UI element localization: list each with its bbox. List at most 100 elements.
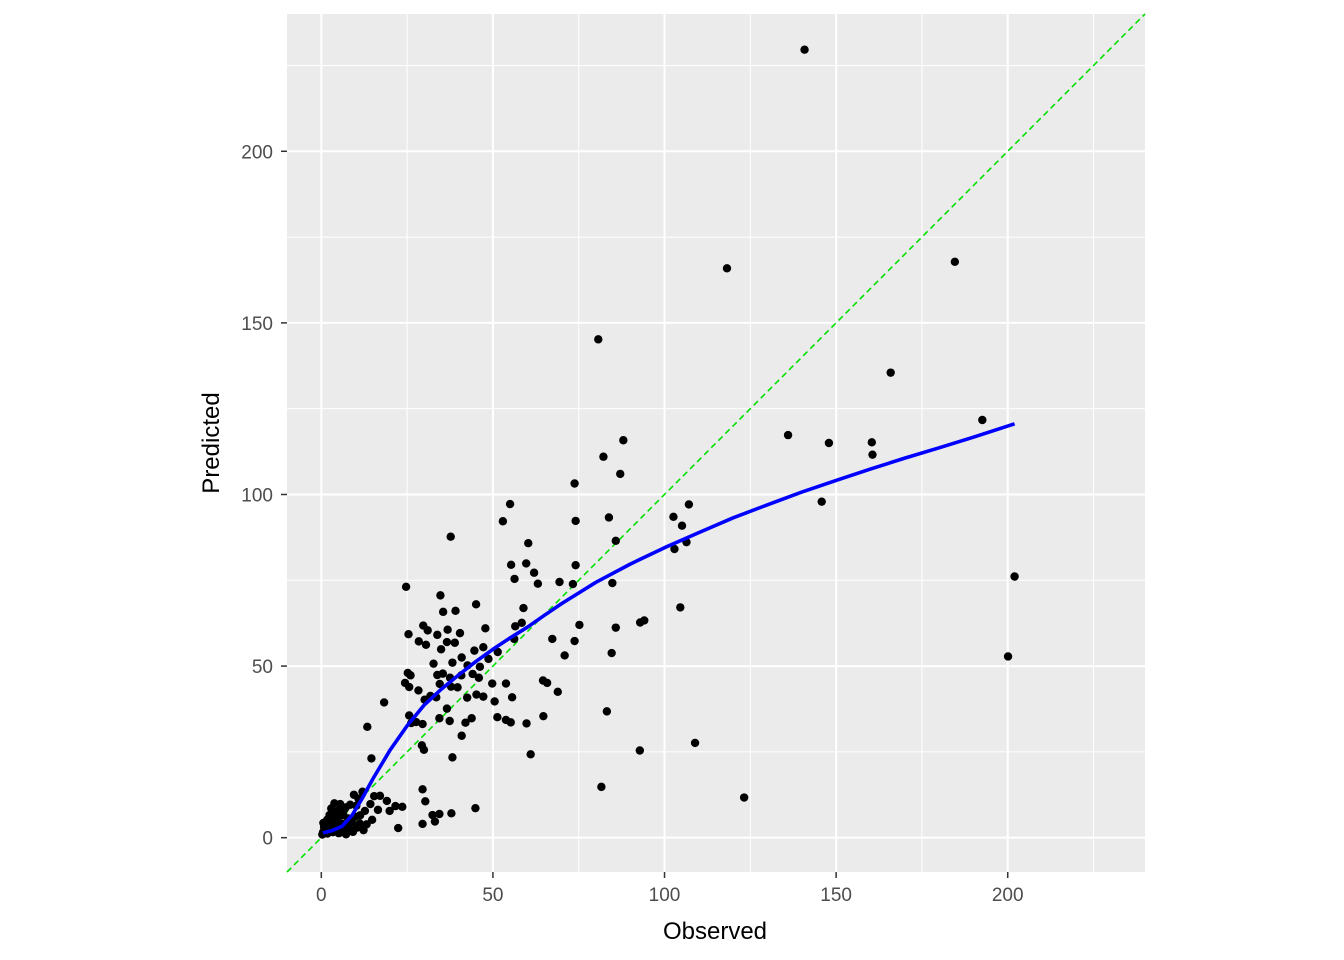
data-point: [542, 678, 552, 688]
data-point: [817, 497, 826, 506]
data-point: [472, 690, 481, 699]
data-point: [418, 819, 427, 829]
data-point: [597, 782, 606, 792]
data-point: [511, 622, 520, 631]
smooth-trend-line: [322, 422, 1016, 835]
data-point: [868, 450, 877, 459]
data-point: [421, 640, 431, 650]
data-point: [539, 711, 548, 721]
data-point: [722, 264, 732, 273]
data-point: [418, 719, 427, 729]
data-point: [470, 646, 479, 655]
data-point: [326, 814, 335, 824]
data-point: [479, 643, 488, 652]
data-point: [419, 745, 429, 755]
y-tick-label: 150: [241, 314, 273, 335]
data-point: [560, 651, 569, 660]
data-point: [553, 687, 562, 697]
data-point: [526, 750, 535, 759]
data-point: [471, 803, 480, 813]
data-point: [493, 647, 502, 657]
data-point: [800, 45, 809, 54]
y-tick-label: 50: [252, 657, 273, 678]
data-point: [570, 636, 579, 646]
data-point: [481, 624, 490, 633]
data-point: [398, 802, 407, 811]
data-point: [319, 818, 328, 828]
data-point: [429, 659, 438, 668]
y-tick-label: 200: [241, 142, 273, 163]
data-point: [448, 753, 457, 762]
data-point: [474, 673, 484, 682]
data-point: [616, 469, 625, 479]
data-point: [604, 513, 614, 522]
data-point: [433, 630, 442, 640]
data-point: [524, 539, 533, 548]
y-axis-ticks: 0 50 100 150 200: [241, 142, 287, 850]
data-point: [436, 591, 445, 600]
data-point: [950, 257, 960, 266]
data-point: [548, 634, 557, 644]
data-point: [594, 335, 603, 344]
y-tick-label: 100: [241, 485, 273, 506]
data-point: [824, 438, 834, 448]
data-point: [430, 817, 440, 826]
data-point: [517, 618, 526, 628]
data-point: [406, 671, 415, 680]
data-point: [611, 536, 620, 546]
data-point: [571, 560, 580, 570]
data-point: [488, 679, 497, 688]
data-point: [435, 714, 444, 723]
data-point: [522, 719, 531, 728]
data-point: [453, 683, 462, 692]
data-point: [529, 568, 539, 577]
data-point: [498, 517, 508, 526]
data-point: [611, 623, 620, 632]
data-point: [435, 679, 444, 689]
data-point: [363, 722, 372, 732]
data-point: [455, 628, 465, 638]
major-gridlines: [287, 14, 1145, 872]
data-point: [1010, 572, 1019, 581]
data-point: [442, 704, 452, 713]
data-point: [575, 620, 584, 630]
data-point: [467, 714, 476, 723]
data-point: [373, 805, 383, 815]
data-point: [479, 692, 488, 701]
data-point: [457, 731, 466, 740]
data-point: [379, 698, 389, 707]
data-point: [471, 600, 481, 609]
data-point: [335, 810, 345, 820]
data-point: [684, 500, 694, 509]
x-tick-label: 200: [992, 885, 1024, 906]
data-point: [505, 499, 515, 509]
data-point: [438, 607, 448, 617]
data-point: [443, 625, 452, 634]
data-point: [522, 559, 531, 568]
data-point: [599, 452, 608, 461]
data-point: [421, 797, 430, 806]
data-point: [436, 645, 446, 654]
data-point: [739, 793, 749, 802]
data-point: [484, 654, 493, 664]
data-point: [555, 577, 564, 587]
data-point: [450, 638, 460, 647]
x-tick-label: 100: [649, 885, 681, 906]
data-point: [366, 799, 375, 809]
x-tick-label: 50: [482, 885, 503, 906]
data-point: [619, 436, 628, 445]
data-point: [423, 626, 432, 635]
data-point: [602, 707, 612, 716]
data-point: [393, 823, 403, 833]
data-point: [978, 415, 987, 425]
data-point: [375, 791, 385, 801]
data-point: [519, 603, 528, 613]
data-point: [475, 662, 485, 671]
data-point: [462, 693, 472, 702]
data-point: [401, 582, 411, 592]
data-point: [1003, 652, 1013, 661]
data-point: [783, 430, 793, 440]
data-point: [447, 809, 456, 818]
x-tick-label: 150: [820, 885, 852, 906]
identity-reference-line: [286, 13, 1146, 873]
